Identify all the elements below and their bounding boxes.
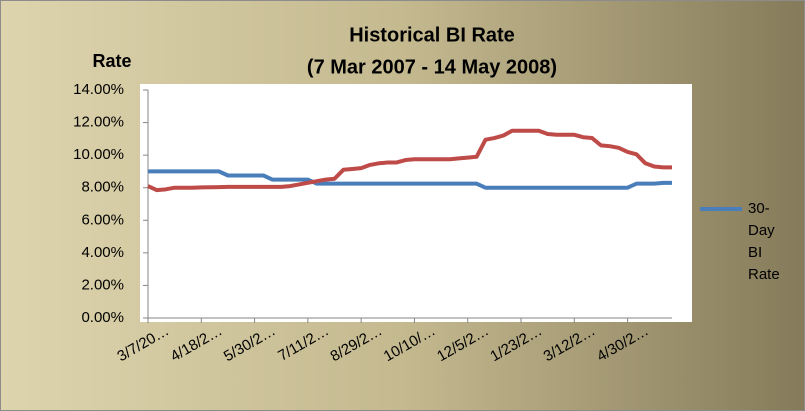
legend-label: 30-Day BI Rate <box>748 200 780 283</box>
chart-subtitle: (7 Mar 2007 - 14 May 2008) <box>307 56 557 78</box>
y-tick-label: 6.00% <box>81 211 124 228</box>
chart-title: Historical BI Rate <box>349 24 515 46</box>
plot-area <box>140 84 692 322</box>
y-tick-label: 14.00% <box>73 81 124 98</box>
y-tick-label: 4.00% <box>81 244 124 261</box>
y-tick-label: 8.00% <box>81 179 124 196</box>
y-tick-label: 10.00% <box>73 146 124 163</box>
y-axis-label: Rate <box>92 51 131 71</box>
series-line <box>148 169 672 190</box>
y-tick-label: 0.00% <box>81 309 124 326</box>
y-tick-label: 2.00% <box>81 276 124 293</box>
y-tick-label: 12.00% <box>73 114 124 131</box>
series-line <box>147 128 672 193</box>
